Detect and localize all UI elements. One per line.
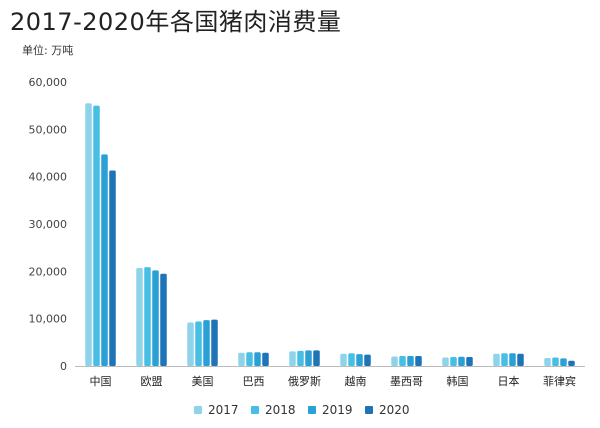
category-group: [493, 353, 524, 366]
legend-label: 2017: [208, 403, 239, 417]
bar: [85, 103, 92, 367]
bar: [101, 154, 108, 366]
bar: [93, 105, 100, 367]
bars: [85, 103, 575, 367]
bar: [340, 353, 347, 366]
bar: [305, 350, 312, 366]
bar: [399, 356, 406, 366]
bar: [152, 270, 159, 366]
category-group: [85, 103, 116, 367]
bar: [254, 352, 261, 366]
legend: 2017 2018 2019 2020: [194, 403, 410, 417]
bar: [501, 353, 508, 366]
legend-swatch: [365, 406, 373, 414]
legend-label: 2019: [322, 403, 353, 417]
category-group: [289, 350, 320, 366]
bar: [509, 353, 516, 366]
bar: [568, 360, 575, 366]
category-group: [391, 356, 422, 366]
bar: [160, 273, 167, 366]
bar: [246, 352, 253, 366]
bar: [391, 356, 398, 366]
legend-swatch: [251, 406, 259, 414]
bar: [560, 358, 567, 366]
x-tick-label: 韩国: [447, 374, 469, 388]
x-tick-label: 巴西: [243, 375, 265, 388]
x-tick-label: 菲律宾: [543, 374, 576, 388]
bar: [262, 352, 269, 366]
bar: [313, 350, 320, 366]
bar: [442, 357, 449, 366]
y-tick-label: 20,000: [29, 265, 68, 278]
bar: [493, 353, 500, 366]
x-tick-label: 俄罗斯: [288, 375, 321, 388]
bar: [136, 268, 143, 366]
bar: [458, 356, 465, 366]
category-group: [442, 356, 473, 366]
bar: [356, 354, 363, 366]
x-tick-label: 日本: [498, 374, 520, 388]
y-tick-label: 30,000: [29, 218, 68, 231]
bar: [203, 320, 210, 366]
bar: [195, 321, 202, 366]
bar: [211, 319, 218, 366]
y-tick-label: 10,000: [29, 313, 68, 326]
legend-label: 2020: [379, 403, 410, 417]
legend-label: 2018: [265, 403, 296, 417]
y-tick-label: 0: [60, 360, 67, 373]
unit-label: 单位: 万吨: [22, 44, 74, 57]
bar: [297, 350, 304, 366]
bar: [407, 356, 414, 366]
bar: [187, 322, 194, 366]
legend-swatch: [308, 406, 316, 414]
category-group: [544, 357, 575, 366]
category-group: [238, 352, 269, 366]
x-tick-label: 中国: [90, 375, 112, 388]
bar: [517, 353, 524, 366]
bar: [466, 357, 473, 366]
category-group: [340, 353, 371, 366]
x-tick-label: 欧盟: [141, 375, 163, 388]
bar: [552, 357, 559, 366]
chart-title: 2017-2020年各国猪肉消费量: [10, 8, 342, 36]
bar: [144, 267, 151, 366]
y-tick-label: 50,000: [29, 123, 68, 136]
bar: [450, 357, 457, 366]
legend-item: 2019: [308, 403, 353, 417]
bar: [289, 351, 296, 366]
bar: [415, 356, 422, 366]
x-tick-label: 越南: [345, 374, 367, 388]
bar: [544, 357, 551, 366]
x-tick-label: 美国: [192, 375, 214, 388]
legend-item: 2017: [194, 403, 239, 417]
legend-item: 2020: [365, 403, 410, 417]
x-tick-label: 墨西哥: [390, 375, 423, 388]
axes: 0 10,000 20,000 30,000 40,000 50,000 60,000 中国 欧…: [29, 76, 585, 388]
bar: [109, 170, 116, 366]
bar: [238, 352, 245, 366]
category-group: [187, 319, 218, 366]
y-tick-label: 40,000: [29, 171, 68, 184]
bar: [364, 354, 371, 366]
bar: [348, 353, 355, 366]
y-tick-label: 60,000: [29, 76, 68, 89]
category-group: [136, 267, 167, 366]
legend-swatch: [194, 406, 202, 414]
legend-item: 2018: [251, 403, 296, 417]
